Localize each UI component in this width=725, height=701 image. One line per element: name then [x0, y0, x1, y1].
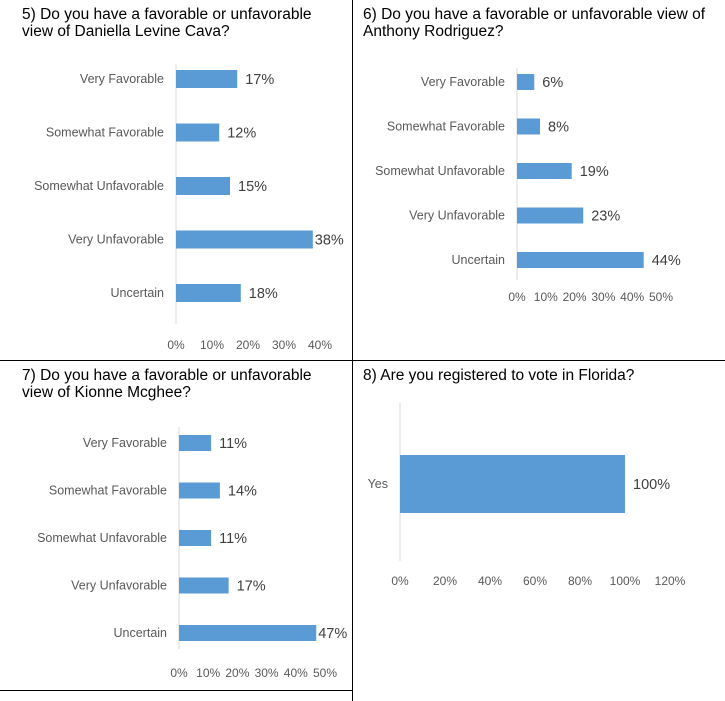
- data-label: 15%: [238, 179, 267, 195]
- category-label: Very Unfavorable: [71, 579, 167, 593]
- chart-title-q7: 7) Do you have a favorable or unfavorabl…: [22, 367, 312, 401]
- category-label: Very Favorable: [83, 436, 167, 450]
- data-label: 14%: [228, 484, 257, 500]
- bar: [179, 625, 317, 641]
- data-label: 12%: [227, 126, 256, 142]
- data-label: 17%: [237, 579, 266, 595]
- data-label: 47%: [318, 626, 347, 642]
- bar: [400, 455, 625, 513]
- x-tick-label: 20%: [563, 290, 587, 304]
- x-tick-label: 20%: [225, 666, 249, 680]
- x-tick-label: 10%: [534, 290, 558, 304]
- vertical-divider-top: [352, 0, 353, 360]
- x-tick-label: 30%: [255, 666, 279, 680]
- bar: [517, 118, 541, 135]
- category-label: Uncertain: [114, 626, 168, 640]
- horizontal-divider-bottom: [0, 690, 352, 691]
- bar: [179, 577, 229, 594]
- x-tick-label: 60%: [523, 574, 547, 588]
- chart-panel-q5: 5) Do you have a favorable or unfavorabl…: [0, 0, 352, 360]
- chart-title-q8: 8) Are you registered to vote in Florida…: [363, 367, 635, 384]
- vertical-divider-bottom: [352, 360, 353, 701]
- bar: [517, 163, 572, 179]
- bar: [179, 482, 220, 499]
- bar-chart-q5: Very Favorable 17% Somewhat Favorable 12% So…: [34, 64, 344, 352]
- bar: [517, 74, 535, 90]
- data-label: 18%: [249, 286, 278, 302]
- x-tick-label: 40%: [284, 666, 308, 680]
- x-tick-label: 30%: [591, 290, 615, 304]
- bar: [179, 435, 212, 451]
- x-tick-label: 40%: [620, 290, 644, 304]
- chart-panel-q8: 8) Are you registered to vote in Florida…: [353, 361, 725, 701]
- category-label: Very Unfavorable: [68, 233, 164, 247]
- category-label: Yes: [368, 477, 388, 491]
- data-label: 23%: [591, 209, 620, 225]
- x-tick-label: 20%: [433, 574, 457, 588]
- horizontal-divider-middle: [0, 360, 725, 361]
- bar: [176, 70, 238, 88]
- x-tick-label: 120%: [655, 574, 686, 588]
- x-tick-label: 100%: [610, 574, 641, 588]
- category-label: Uncertain: [452, 253, 506, 267]
- bar: [176, 123, 220, 142]
- data-label: 17%: [245, 72, 274, 88]
- category-label: Uncertain: [111, 286, 165, 300]
- x-tick-label: 80%: [568, 574, 592, 588]
- data-label: 11%: [219, 436, 247, 452]
- chart-title-q5: 5) Do you have a favorable or unfavorabl…: [22, 6, 312, 40]
- x-tick-label: 40%: [308, 338, 332, 352]
- bar: [179, 530, 212, 546]
- x-tick-label: 0%: [167, 338, 185, 352]
- chart-panel-q7: 7) Do you have a favorable or unfavorabl…: [0, 361, 352, 691]
- bar-chart-q6: Very Favorable 6% Somewhat Favorable 8% Some…: [375, 68, 681, 304]
- category-label: Very Favorable: [421, 75, 505, 89]
- category-label: Somewhat Favorable: [49, 484, 167, 498]
- bar-chart-q8: Yes 100% 0% 20% 40% 60% 80% 100% 120%: [368, 403, 686, 588]
- category-label: Somewhat Favorable: [387, 120, 505, 134]
- bar: [517, 207, 584, 224]
- data-label: 38%: [315, 233, 344, 249]
- category-label: Somewhat Unfavorable: [375, 164, 505, 178]
- data-label: 11%: [219, 531, 247, 547]
- x-tick-label: 0%: [391, 574, 409, 588]
- bar: [176, 230, 313, 249]
- category-label: Somewhat Unfavorable: [37, 531, 167, 545]
- bar: [176, 177, 230, 195]
- category-label: Very Unfavorable: [409, 209, 505, 223]
- category-label: Somewhat Unfavorable: [34, 179, 164, 193]
- x-tick-label: 50%: [649, 290, 673, 304]
- category-label: Somewhat Favorable: [46, 126, 164, 140]
- data-label: 6%: [542, 75, 563, 91]
- x-tick-label: 40%: [478, 574, 502, 588]
- data-label: 8%: [548, 120, 569, 136]
- data-label: 19%: [580, 164, 609, 180]
- x-tick-label: 50%: [313, 666, 337, 680]
- x-tick-label: 0%: [170, 666, 188, 680]
- category-label: Very Favorable: [80, 72, 164, 86]
- bar: [176, 284, 241, 302]
- x-tick-label: 20%: [236, 338, 260, 352]
- chart-panel-q6: 6) Do you have a favorable or unfavorabl…: [353, 0, 725, 360]
- x-tick-label: 30%: [272, 338, 296, 352]
- x-tick-label: 10%: [196, 666, 220, 680]
- x-tick-label: 10%: [200, 338, 224, 352]
- chart-title-q6: 6) Do you have a favorable or unfavorabl…: [363, 6, 706, 40]
- data-label: 100%: [633, 477, 670, 493]
- bar-chart-q7: Very Favorable 11% Somewhat Favorable 14% So…: [37, 427, 347, 680]
- bar: [517, 252, 644, 268]
- x-tick-label: 0%: [508, 290, 526, 304]
- data-label: 44%: [652, 253, 681, 269]
